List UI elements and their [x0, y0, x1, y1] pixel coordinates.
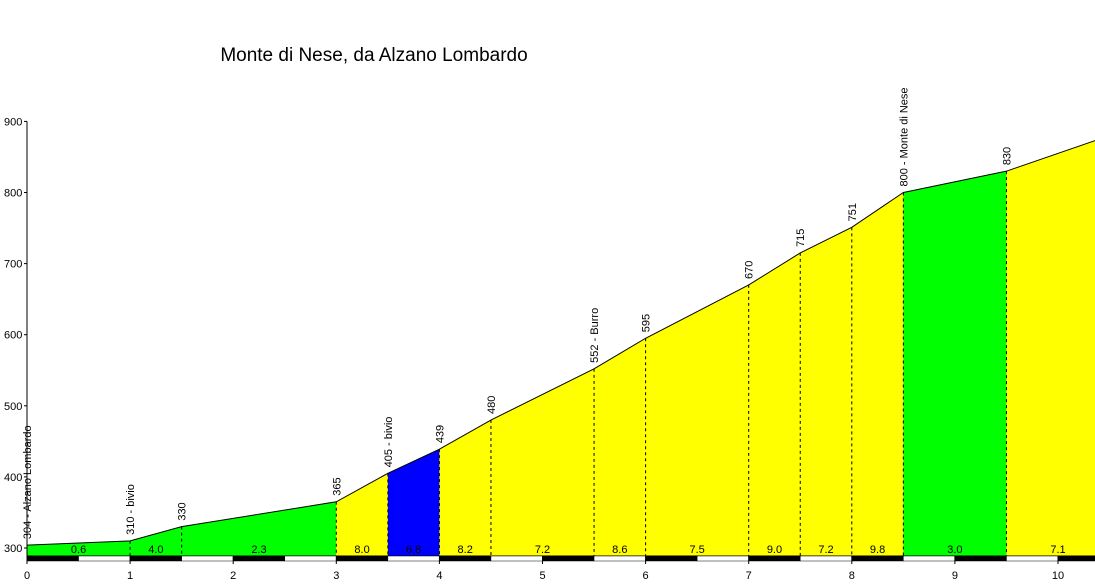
- y-axis: 300 400 500 600 700 800 900: [4, 116, 28, 556]
- grade-label: 3.0: [947, 544, 962, 556]
- y-tick-label: 900: [4, 116, 22, 128]
- distance-scale-block: [954, 555, 1007, 562]
- distance-scale-block: [129, 555, 182, 562]
- distance-scale-block: [851, 555, 904, 562]
- grade-label: 8.0: [354, 544, 369, 556]
- y-tick-label: 800: [4, 188, 22, 200]
- y-tick-label: 600: [4, 330, 22, 342]
- distance-scale-block: [78, 555, 131, 562]
- profile-segments: [27, 140, 1095, 557]
- point-label: 480: [486, 396, 498, 414]
- grade-label: 7.1: [1050, 544, 1065, 556]
- segment-fill: [490, 368, 595, 556]
- point-label: 670: [744, 261, 756, 279]
- x-tick-label: 2: [230, 570, 236, 582]
- segment-fill: [800, 227, 852, 557]
- segment-fill: [336, 473, 388, 556]
- distance-scale-block: [748, 555, 801, 562]
- distance-scale-block: [1006, 555, 1059, 562]
- distance-scale-block: [490, 555, 543, 562]
- segment-fill: [645, 284, 749, 556]
- segment-fill: [1006, 140, 1095, 556]
- x-tick-label: 7: [746, 570, 752, 582]
- x-tick-label: 4: [436, 570, 442, 582]
- x-tick-label: 3: [333, 570, 339, 582]
- segment-fill: [903, 171, 1007, 557]
- point-label: 751: [847, 203, 859, 221]
- y-tick-label: 700: [4, 259, 22, 271]
- grade-label: 9.0: [767, 544, 782, 556]
- distance-scale-block: [387, 555, 440, 562]
- distance-scale-block: [696, 555, 749, 562]
- point-label: 365: [331, 477, 343, 495]
- point-label: 310 - bivio: [125, 484, 137, 535]
- segment-fill: [27, 540, 131, 556]
- point-labels: 304 - Alzano Lombardo 310 - bivio 330 365 40…: [22, 87, 1013, 539]
- segment-fill: [851, 192, 904, 556]
- segment-fill: [439, 420, 491, 556]
- grade-label: 0.6: [71, 544, 86, 556]
- grade-label: 4.0: [148, 544, 163, 556]
- x-tick-label: 6: [643, 570, 649, 582]
- distance-scale-block: [542, 555, 595, 562]
- grade-label: 8.2: [458, 544, 473, 556]
- segment-fill: [130, 526, 182, 556]
- grade-label: 2.3: [251, 544, 266, 556]
- point-label: 439: [434, 425, 446, 443]
- x-tick-label: 5: [539, 570, 545, 582]
- chart-title: Monte di Nese, da Alzano Lombardo: [220, 45, 527, 66]
- point-label: 304 - Alzano Lombardo: [22, 425, 34, 539]
- point-label: 330: [177, 502, 189, 520]
- distance-scale-block: [903, 555, 956, 562]
- distance-scale-block: [800, 555, 853, 562]
- distance-scale-block: [26, 555, 79, 562]
- distance-scale-block: [1057, 555, 1095, 562]
- point-label: 800 - Monte di Nese: [898, 87, 910, 186]
- x-tick-label: 8: [849, 570, 855, 582]
- distance-scale-block: [181, 555, 234, 562]
- point-label: 715: [795, 229, 807, 247]
- grade-label: 7.2: [535, 544, 550, 556]
- x-axis: 0 1 2 3 4 5 6 7 8 9 10: [24, 555, 1095, 582]
- point-label: 595: [641, 314, 653, 332]
- segment-fill: [181, 501, 337, 556]
- point-label: 552 - Burro: [589, 308, 601, 363]
- distance-scale-block: [232, 555, 285, 562]
- grade-label: 9.8: [870, 544, 885, 556]
- y-tick-label: 500: [4, 401, 22, 413]
- grade-label: 6.8: [406, 544, 421, 556]
- x-tick-label: 10: [1052, 570, 1064, 582]
- distance-scale-block: [593, 555, 646, 562]
- point-label: 830: [1001, 147, 1013, 165]
- segment-fill: [748, 252, 801, 556]
- grade-label: 8.6: [612, 544, 627, 556]
- y-tick-label: 300: [4, 543, 22, 555]
- grade-label: 7.5: [690, 544, 705, 556]
- segment-fill: [387, 449, 440, 556]
- y-tick-label: 400: [4, 472, 22, 484]
- x-tick-label: 0: [24, 570, 30, 582]
- grade-label: 7.2: [818, 544, 833, 556]
- distance-scale-block: [284, 555, 337, 562]
- x-tick-label: 9: [952, 570, 958, 582]
- distance-scale-block: [336, 555, 389, 562]
- x-tick-label: 1: [127, 570, 133, 582]
- segment-fill: [594, 338, 646, 556]
- grade-labels: 0.6 4.0 2.3 8.0 6.8 8.2 7.2 8.6 7.5 9.0 7.2 9.8 3.0 7…: [71, 544, 1066, 556]
- point-label: 405 - bivio: [383, 417, 395, 468]
- profile-line: [26, 140, 1095, 546]
- distance-scale-block: [645, 555, 698, 562]
- distance-scale-block: [439, 555, 492, 562]
